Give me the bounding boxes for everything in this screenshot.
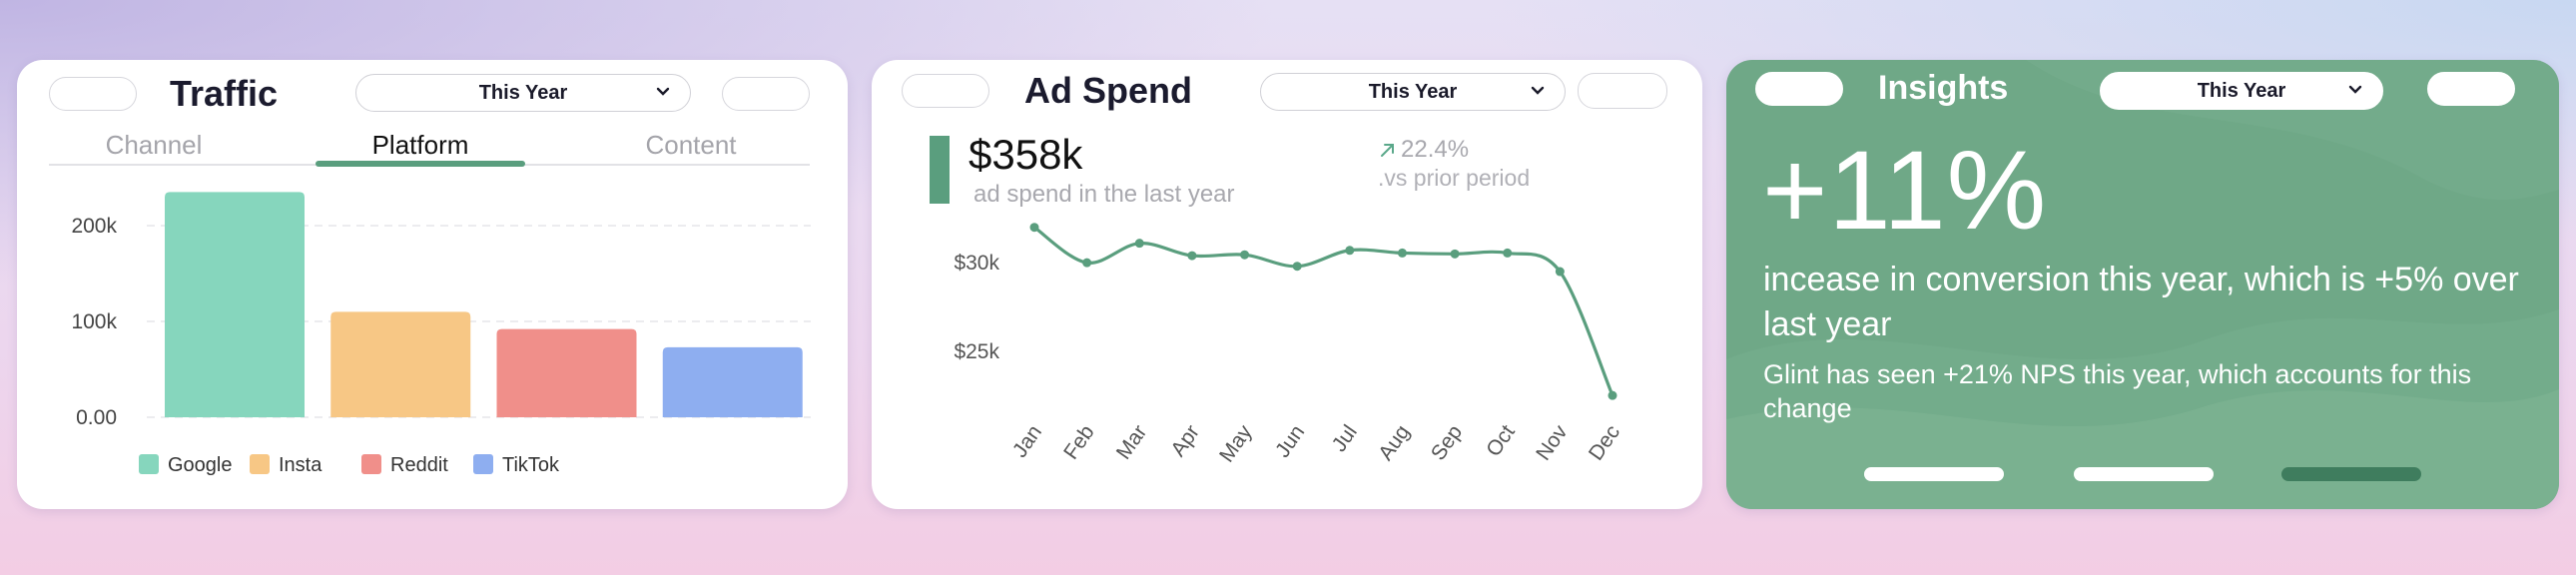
- chevron-down-icon: [1531, 86, 1545, 95]
- ad-spend-card: Ad Spend This Year $358k ad spend in the…: [872, 60, 1702, 509]
- point-jun[interactable]: [1292, 262, 1302, 272]
- point-nov[interactable]: [1555, 267, 1565, 277]
- traffic-period-select[interactable]: This Year: [355, 74, 691, 112]
- insights-period-select[interactable]: This Year: [2100, 72, 2383, 110]
- ad-title: Ad Spend: [1024, 70, 1192, 111]
- point-may[interactable]: [1240, 250, 1250, 260]
- traffic-right-pill[interactable]: [722, 77, 810, 111]
- trend-up-icon: [1381, 144, 1394, 157]
- tab-active-indicator: [316, 161, 525, 167]
- legend-swatch: [139, 454, 159, 474]
- chevron-down-icon: [2348, 85, 2362, 94]
- ad-left-pill[interactable]: [902, 74, 989, 108]
- traffic-card: Traffic This Year Channel Platform Conte…: [17, 60, 848, 509]
- point-jan[interactable]: [1029, 223, 1039, 233]
- pagination-dot-2[interactable]: [2074, 467, 2214, 481]
- legend-label-google: Google: [168, 454, 233, 476]
- y-tick-label: 100k: [71, 310, 117, 333]
- x-tick-label: Oct: [1482, 421, 1520, 461]
- legend-swatch: [250, 454, 270, 474]
- legend-label-tiktok: TikTok: [502, 454, 560, 476]
- traffic-title: Traffic: [170, 73, 279, 114]
- x-tick-label: Feb: [1059, 421, 1099, 464]
- x-tick-label: Aug: [1374, 421, 1414, 465]
- point-apr[interactable]: [1187, 251, 1197, 261]
- pagination-dot-1[interactable]: [1864, 467, 2004, 481]
- bar-reddit[interactable]: [496, 328, 637, 417]
- point-sep[interactable]: [1450, 249, 1460, 259]
- insights-right-pill[interactable]: [2427, 72, 2515, 106]
- tab-platform[interactable]: Platform: [371, 130, 469, 160]
- legend-label-reddit: Reddit: [390, 454, 448, 476]
- insights-body: incease in conversion this year, which i…: [1763, 261, 2519, 343]
- traffic-bar-chart: 200k 100k 0.00 Google Insta Reddit TikTok: [71, 192, 811, 476]
- x-tick-label: Mar: [1112, 421, 1152, 464]
- bar-tiktok[interactable]: [662, 346, 803, 417]
- legend-swatch: [473, 454, 493, 474]
- point-feb[interactable]: [1082, 258, 1092, 268]
- pagination-dot-3[interactable]: [2281, 467, 2421, 481]
- y-tick-label: 0.00: [76, 406, 117, 429]
- legend-label-insta: Insta: [279, 454, 322, 476]
- ad-right-pill[interactable]: [1578, 73, 1667, 109]
- insights-detail: Glint has seen +21% NPS this year, which…: [1763, 359, 2472, 423]
- x-tick-label: Dec: [1585, 421, 1624, 465]
- legend-swatch: [361, 454, 381, 474]
- insights-period-label: This Year: [2197, 79, 2286, 102]
- x-tick-label: Sep: [1427, 421, 1467, 465]
- chevron-down-icon: [656, 87, 670, 96]
- point-jul[interactable]: [1345, 246, 1355, 256]
- insights-left-pill[interactable]: [1755, 72, 1843, 106]
- x-tick-label: Jul: [1328, 421, 1362, 456]
- insights-card: Insights This Year +11% incease in conve…: [1726, 60, 2559, 509]
- traffic-left-pill[interactable]: [49, 77, 137, 111]
- point-dec[interactable]: [1608, 390, 1617, 400]
- tab-content[interactable]: Content: [645, 130, 737, 160]
- ad-period-select[interactable]: This Year: [1260, 73, 1566, 111]
- traffic-period-label: This Year: [478, 81, 568, 104]
- ad-change-caption: .vs prior period: [1378, 165, 1531, 191]
- insights-title: Insights: [1878, 69, 2009, 107]
- ad-change: 22.4%: [1401, 136, 1470, 163]
- y-tick-label: $30k: [954, 252, 999, 275]
- ad-period-label: This Year: [1368, 80, 1458, 103]
- ad-line-chart: $30k $25k Jan Feb Mar Apr May Jun Jul Aug Sep Oct No…: [954, 223, 1624, 466]
- insights-headline: +11%: [1762, 128, 2048, 253]
- ad-accent-bar: [930, 136, 950, 204]
- x-tick-label: Nov: [1532, 420, 1573, 464]
- point-mar[interactable]: [1134, 239, 1144, 249]
- x-tick-label: Apr: [1166, 421, 1204, 461]
- bar-insta[interactable]: [330, 311, 471, 417]
- x-tick-label: Jan: [1008, 421, 1046, 462]
- spend-line: [1033, 226, 1614, 396]
- y-tick-label: 200k: [71, 215, 117, 238]
- tab-channel[interactable]: Channel: [105, 130, 203, 160]
- ad-subtitle: ad spend in the last year: [973, 181, 1235, 208]
- x-tick-label: Jun: [1271, 421, 1309, 462]
- ad-amount: $358k: [968, 131, 1083, 178]
- bar-google[interactable]: [165, 192, 305, 417]
- x-tick-label: May: [1215, 420, 1257, 466]
- point-aug[interactable]: [1397, 248, 1407, 258]
- point-oct[interactable]: [1503, 248, 1513, 258]
- y-tick-label: $25k: [954, 340, 999, 363]
